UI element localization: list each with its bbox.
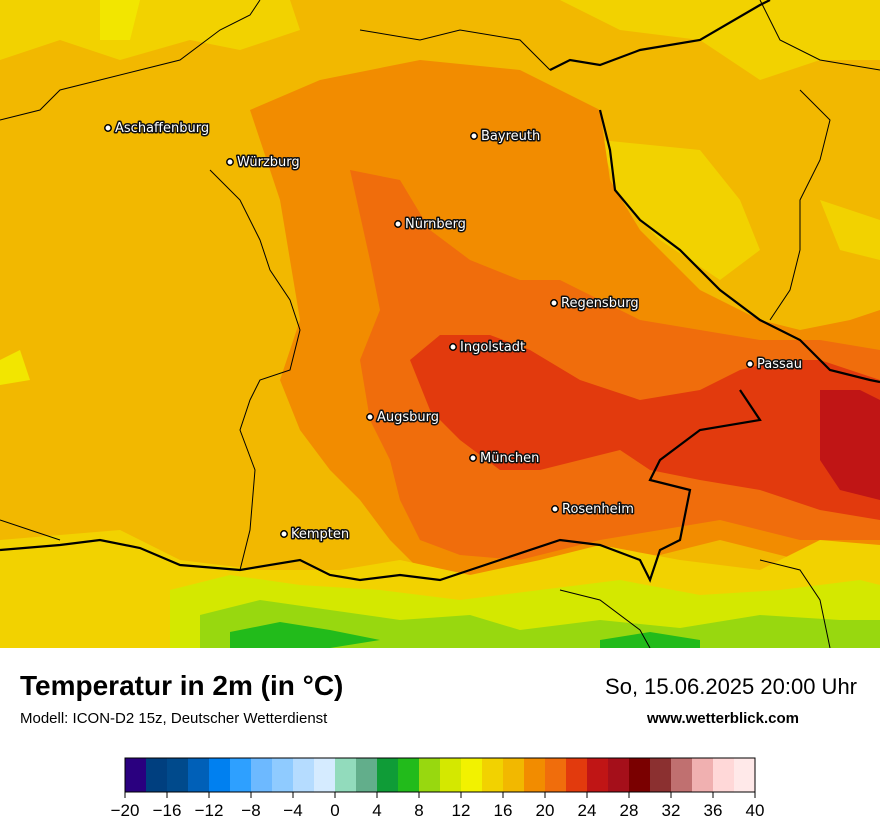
city-dot-bayreuth (470, 132, 478, 140)
temperature-zone-alpine-10 (200, 600, 880, 648)
color-scale-legend: −20 −16 −12 −8 −4 0 4 8 12 16 20 24 28 32 36 40 (111, 757, 765, 820)
temperature-zone-24 (410, 335, 880, 520)
city-dot-münchen (469, 454, 477, 462)
website-link[interactable]: www.wetterblick.com (647, 710, 799, 727)
legend-tick-label: 4 (372, 801, 381, 820)
temperature-zone-16 (0, 0, 880, 280)
legend-tick-label: 40 (746, 801, 765, 820)
legend-swatch (293, 758, 315, 792)
country-border (0, 0, 880, 583)
city-dot-ingolstadt (449, 343, 457, 351)
legend-swatch (461, 758, 483, 792)
city-label: Regensburg (561, 296, 639, 311)
map-title: Temperatur in 2m (in °C) (20, 670, 344, 701)
legend-swatch (419, 758, 441, 792)
city-dot-nürnberg (394, 220, 402, 228)
legend-swatch (377, 758, 399, 792)
legend-swatch (629, 758, 651, 792)
city-label: Passau (757, 357, 802, 372)
city-label: München (480, 451, 539, 466)
legend-swatch (314, 758, 336, 792)
legend-swatch (671, 758, 693, 792)
legend-tick-label: −8 (241, 801, 260, 820)
legend-swatch (272, 758, 294, 792)
legend-ticks: −20 −16 −12 −8 −4 0 4 8 12 16 20 24 28 32 36 40 (111, 792, 765, 820)
temperature-zone-26 (820, 390, 880, 500)
city-label: Rosenheim (562, 502, 634, 517)
border-lines (0, 0, 880, 648)
legend-swatch (188, 758, 210, 792)
state-border (0, 0, 880, 648)
valid-datetime: So, 15.06.2025 20:00 Uhr (605, 674, 857, 699)
city-label: Augsburg (377, 410, 439, 425)
legend-frame (124, 757, 756, 793)
legend-tick-label: 24 (578, 801, 597, 820)
legend-tick-label: −12 (195, 801, 224, 820)
city-dot-augsburg (366, 413, 374, 421)
legend-swatches (125, 758, 756, 792)
legend-swatch (713, 758, 735, 792)
city-dot-passau (746, 360, 754, 368)
legend-tick-label: 16 (494, 801, 513, 820)
model-source: Modell: ICON-D2 15z, Deutscher Wetterdie… (20, 710, 328, 727)
city-dot-rosenheim (551, 505, 559, 513)
legend-swatch (230, 758, 252, 792)
city-markers: Aschaffenburg Würzburg Bayreuth Nürnberg Reg… (104, 120, 803, 544)
city-label: Ingolstadt (460, 340, 525, 355)
city-dot-aschaffenburg (104, 124, 112, 132)
legend-tick-label: 0 (330, 801, 339, 820)
legend-swatch (356, 758, 378, 792)
legend-swatch (146, 758, 168, 792)
legend-swatch (125, 758, 147, 792)
city-label: Aschaffenburg (115, 121, 209, 136)
legend-swatch (587, 758, 609, 792)
legend-swatch (482, 758, 504, 792)
legend-swatch (503, 758, 525, 792)
legend-tick-label: −16 (153, 801, 182, 820)
legend-tick-label: 28 (620, 801, 639, 820)
city-dot-regensburg (550, 299, 558, 307)
legend-swatch (650, 758, 672, 792)
legend-swatch (398, 758, 420, 792)
legend-tick-label: −4 (283, 801, 302, 820)
legend-tick-label: −20 (111, 801, 140, 820)
legend-swatch (209, 758, 231, 792)
city-label: Würzburg (237, 155, 300, 170)
temperature-map: Aschaffenburg Würzburg Bayreuth Nürnberg Reg… (0, 0, 880, 648)
legend-swatch (545, 758, 567, 792)
city-label: Nürnberg (405, 217, 466, 232)
map-footer: Temperatur in 2m (in °C) Modell: ICON-D2… (0, 648, 880, 830)
legend-tick-label: 8 (414, 801, 423, 820)
legend-swatch (734, 758, 756, 792)
legend-swatch (566, 758, 588, 792)
legend-swatch (440, 758, 462, 792)
city-dot-kempten (280, 530, 288, 538)
legend-tick-label: 12 (452, 801, 471, 820)
legend-tick-label: 36 (704, 801, 723, 820)
legend-swatch (524, 758, 546, 792)
legend-tick-label: 32 (662, 801, 681, 820)
city-dot-würzburg (226, 158, 234, 166)
legend-tick-label: 20 (536, 801, 555, 820)
temperature-zone-16b (0, 0, 140, 385)
city-label: Kempten (291, 527, 349, 542)
legend-swatch (608, 758, 630, 792)
city-label: Bayreuth (481, 129, 540, 144)
legend-swatch (335, 758, 357, 792)
legend-swatch (692, 758, 714, 792)
legend-swatch (167, 758, 189, 792)
legend-swatch (251, 758, 273, 792)
temperature-zone-alpine-8 (230, 622, 700, 648)
